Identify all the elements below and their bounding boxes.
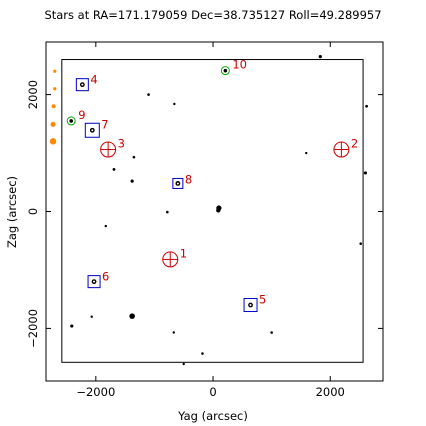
catalog-star [365,104,368,108]
star-label: 1 [180,246,187,260]
catalog-star [112,168,116,171]
catalog-star [172,331,175,334]
guide-star-ring [66,116,76,126]
catalog-star [270,331,273,334]
catalog-star [363,171,368,175]
offchip-star [51,104,56,109]
acq-star-box [172,177,184,189]
star-label: 10 [232,58,247,72]
star-label: 6 [102,270,109,284]
star-label: 7 [101,117,108,131]
acq-star-box [243,298,258,313]
acq-star-box [75,78,89,92]
catalog-star [173,102,176,106]
x-tick-label: 0 [209,385,216,399]
y-axis-label: Zag (arcsec) [5,176,19,248]
guide-star-ring [220,66,230,76]
acq-star-center [93,280,96,283]
catalog-star [129,313,135,319]
x-axis-label: Yag (arcsec) [177,409,248,423]
catalog-star [182,362,185,366]
guide-star [223,68,228,73]
offchip-star [49,138,57,145]
x-tick-label: 2000 [316,385,345,399]
catalog-star [166,210,169,214]
x-tick-label: −2000 [76,385,115,399]
catalog-star [216,208,221,213]
y-tick-label: −2000 [26,309,40,348]
catalog-star [104,224,107,228]
catalog-star [305,151,308,155]
catalog-star [130,179,134,183]
offchip-star [53,87,57,91]
catalog-star [318,55,322,59]
star-label: 5 [259,293,266,307]
star-label: 9 [78,108,85,122]
y-tick-label: 0 [26,208,40,215]
y-tick-label: 2000 [26,80,40,109]
offchip-star [53,69,57,73]
acq-star-center [91,129,94,132]
catalog-star [90,315,93,318]
star-label: 4 [90,73,97,87]
acq-star-center [176,182,179,185]
star-label: 8 [185,172,192,186]
acq-star-center [81,83,84,86]
offchip-star [50,121,56,127]
axes-frame [45,41,384,382]
catalog-star [132,155,136,159]
catalog-star [359,242,363,245]
catalog-star [147,93,150,96]
star-label: 3 [118,137,125,151]
catalog-star [201,352,204,355]
ccd-boundary [61,59,364,363]
star-label: 2 [351,137,358,151]
acq-star-box [87,275,101,289]
chart-title: Stars at RA=171.179059 Dec=38.735127 Rol… [44,8,381,22]
plot-area: −2000 0 2000 −2000 0 2000 4 7 8 6 5 9 10 1 2 3 [26,41,384,399]
acq-star-box [84,122,100,138]
catalog-star [70,324,74,328]
acq-star-center [249,304,252,307]
guide-star [69,119,74,123]
